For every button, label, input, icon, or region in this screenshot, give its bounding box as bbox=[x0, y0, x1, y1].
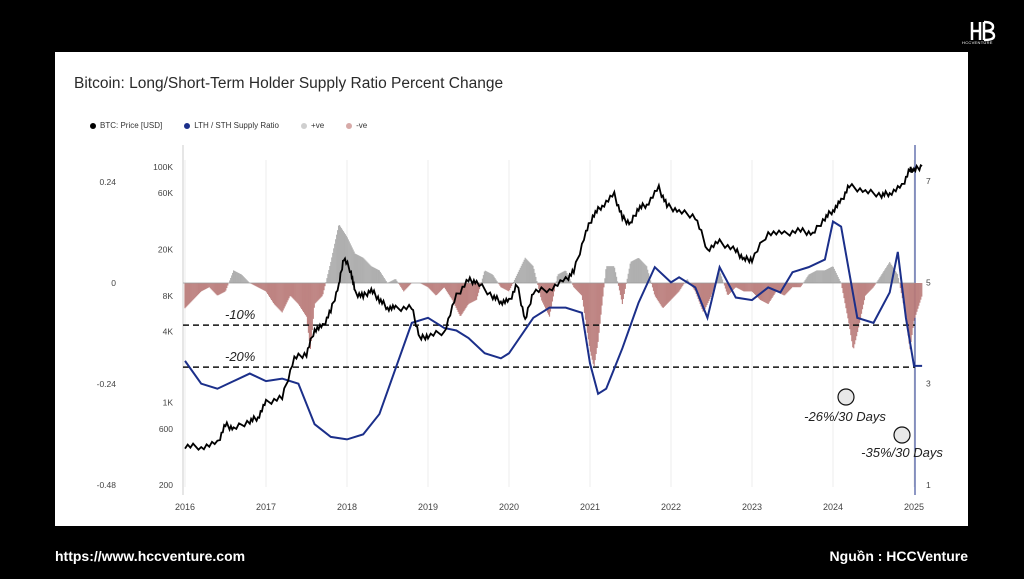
x-tick-label: 2018 bbox=[337, 502, 357, 512]
y-price-tick-label: 20K bbox=[158, 244, 173, 254]
drawdown-marker bbox=[893, 426, 911, 444]
legend-label-positive: +ve bbox=[311, 121, 325, 130]
chart-card bbox=[55, 52, 968, 526]
legend-swatch-negative bbox=[346, 122, 353, 129]
footer-source: Nguồn : HCCVenture bbox=[829, 548, 968, 564]
legend-swatch-ratio bbox=[184, 122, 191, 129]
hccventure-logo-icon bbox=[970, 20, 996, 42]
legend-swatch-price bbox=[90, 122, 96, 129]
reference-label: -20% bbox=[225, 349, 255, 364]
x-tick-label: 2024 bbox=[823, 502, 843, 512]
legend-swatch-positive bbox=[301, 122, 308, 129]
legend-label-price: BTC: Price [USD] bbox=[100, 121, 163, 130]
y-price-tick-label: 1K bbox=[163, 398, 174, 408]
x-tick-label: 2023 bbox=[742, 502, 762, 512]
x-tick-label: 2020 bbox=[499, 502, 519, 512]
logo-text: HCCVENTURE bbox=[962, 40, 993, 45]
y-pct-tick-label: 0 bbox=[111, 278, 116, 288]
drawdown-marker bbox=[837, 388, 855, 406]
x-tick-label: 2021 bbox=[580, 502, 600, 512]
x-tick-label: 2019 bbox=[418, 502, 438, 512]
y-right-tick-label: 5 bbox=[926, 277, 931, 287]
y-price-tick-label: 600 bbox=[159, 424, 173, 434]
legend-label-negative: -ve bbox=[356, 121, 368, 130]
ratio-line bbox=[184, 219, 923, 441]
drawdown-label: -26%/30 Days bbox=[804, 409, 886, 424]
x-tick-label: 2017 bbox=[256, 502, 276, 512]
legend-item-positive[interactable]: +ve bbox=[301, 121, 324, 130]
chart-title: Bitcoin: Long/Short-Term Holder Supply R… bbox=[74, 75, 504, 92]
x-tick-label: 2025 bbox=[904, 502, 924, 512]
x-tick-label: 2016 bbox=[175, 502, 195, 512]
y-right-tick-label: 3 bbox=[926, 379, 931, 389]
y-price-tick-label: 60K bbox=[158, 188, 173, 198]
legend-label-ratio: LTH / STH Supply Ratio bbox=[194, 121, 280, 130]
legend-item-price[interactable]: BTC: Price [USD] bbox=[90, 121, 162, 130]
chart-legend: BTC: Price [USD] LTH / STH Supply Ratio … bbox=[90, 121, 389, 130]
price-line bbox=[184, 163, 923, 451]
y-price-tick-label: 4K bbox=[163, 327, 174, 337]
legend-item-ratio[interactable]: LTH / STH Supply Ratio bbox=[184, 121, 279, 130]
y-right-tick-label: 7 bbox=[926, 176, 931, 186]
y-pct-tick-label: -0.48 bbox=[97, 480, 117, 490]
y-pct-tick-label: -0.24 bbox=[97, 379, 117, 389]
y-price-tick-label: 100K bbox=[153, 162, 173, 172]
reference-label: -10% bbox=[225, 307, 255, 322]
drawdown-label: -35%/30 Days bbox=[861, 445, 943, 460]
y-pct-tick-label: 0.24 bbox=[99, 177, 116, 187]
footer-url-link[interactable]: https://www.hccventure.com bbox=[55, 548, 246, 564]
y-right-tick-label: 1 bbox=[926, 480, 931, 490]
y-price-tick-label: 8K bbox=[163, 291, 174, 301]
y-price-tick-label: 200 bbox=[159, 480, 173, 490]
legend-item-negative[interactable]: -ve bbox=[346, 121, 367, 130]
x-tick-label: 2022 bbox=[661, 502, 681, 512]
